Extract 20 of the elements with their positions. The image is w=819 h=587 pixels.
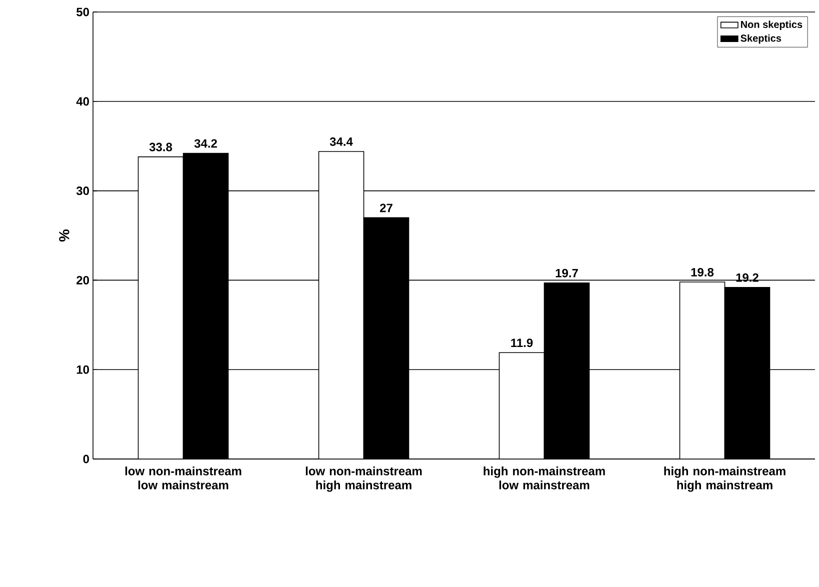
x-tick-label: high non-mainstream high mainstream xyxy=(664,466,786,492)
data-label: 34.4 xyxy=(330,137,353,146)
data-label: 33.8 xyxy=(149,142,172,152)
data-label: 19.7 xyxy=(556,268,578,278)
legend-label: Skeptics xyxy=(740,34,782,44)
y-tick-label: 50 xyxy=(76,8,89,16)
y-tick-label: 0 xyxy=(83,454,89,464)
legend-label: Non skeptics xyxy=(741,20,802,30)
x-tick-label: high non-mainstream low mainstream xyxy=(484,466,605,490)
data-label: 11.9 xyxy=(511,338,533,348)
y-tick-label: 40 xyxy=(76,97,89,106)
data-label: 27 xyxy=(380,204,392,212)
x-tick-label: low non-mainstream low mainstream xyxy=(125,466,242,490)
y-tick-label: 20 xyxy=(76,276,89,284)
y-tick-label: 10 xyxy=(76,365,89,374)
x-tick-label: low non-mainstream high mainstream xyxy=(306,466,422,492)
y-axis-title: % xyxy=(59,229,70,242)
data-label: 19.8 xyxy=(691,268,714,276)
data-label: 34.2 xyxy=(194,139,217,148)
y-tick-label: 30 xyxy=(76,186,89,196)
